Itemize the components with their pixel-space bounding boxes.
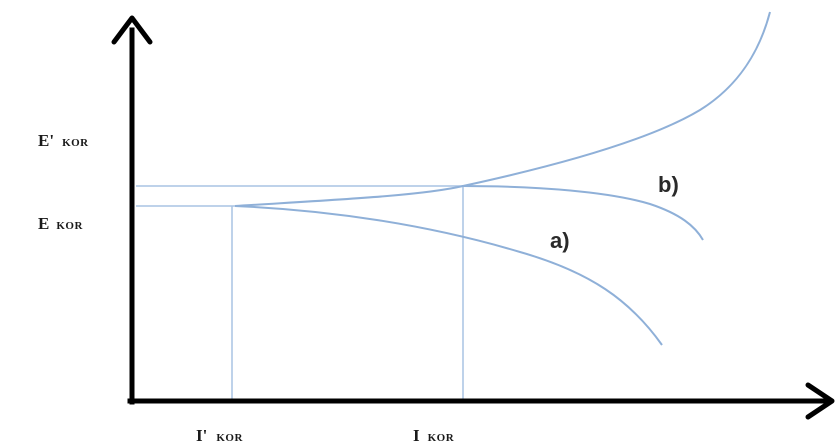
y-axis-arrowhead [111,15,153,45]
curve-a-label: a) [550,228,570,253]
label-e-kor-prime: E' KOR [38,131,89,150]
label-e-kor-sub: KOR [56,220,83,232]
label-i-kor-main: I [413,426,420,445]
label-i-kor-prime-main: I' [196,426,207,445]
label-i-kor-prime: I' KOR [196,426,243,445]
label-e-kor: E KOR [38,214,83,233]
label-i-kor-sub: KOR [428,432,455,444]
curve-b [461,185,704,241]
curve-rising [234,11,771,207]
label-i-kor-prime-sub: KOR [216,432,243,444]
curve-b-label: b) [658,172,679,197]
curve-a [234,205,663,346]
label-e-kor-prime-main: E' [38,131,54,150]
label-e-kor-prime-sub: KOR [62,137,89,149]
label-e-kor-main: E [38,214,49,233]
x-axis-arrowhead [805,382,835,420]
label-i-kor: I KOR [413,426,455,445]
